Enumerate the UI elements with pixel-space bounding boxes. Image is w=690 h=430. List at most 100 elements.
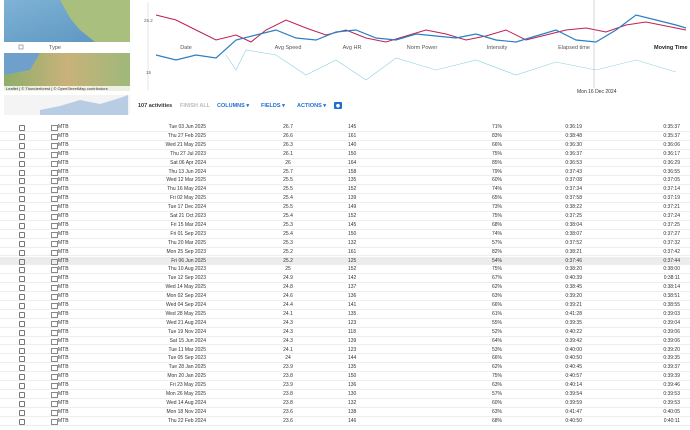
- cell-type: MTB: [58, 195, 69, 202]
- table-row[interactable]: MTB Thu 13 Jun 2024 25.7 158 79% 0:37:43 0:36:…: [0, 168, 690, 177]
- table-row[interactable]: MTB Tue 12 Sep 2023 24.9 142 67% 0:40:39 0:38:…: [0, 274, 690, 284]
- table-row[interactable]: MTB Thu 10 Aug 2023 25 152 75% 0:38:20 0:38:00: [0, 265, 690, 275]
- table-row[interactable]: MTB Wed 14 Aug 2024 23.8 132 60% 0:39:59 0:39:…: [0, 399, 690, 408]
- table-row[interactable]: MTB Thu 27 Feb 2025 26.6 161 83% 0:38:48 0:35:…: [0, 132, 690, 141]
- row-checkbox[interactable]: [19, 374, 25, 381]
- row-checkbox[interactable]: [19, 329, 25, 336]
- map-panel: [4, 0, 130, 115]
- column-header[interactable]: Type: [49, 45, 61, 51]
- table-row[interactable]: MTB Mon 25 Sep 2023 25.2 161 82% 0:38:21 0:37:…: [0, 248, 690, 257]
- cell-hr: 132: [348, 399, 357, 406]
- row-checkbox[interactable]: [19, 311, 25, 318]
- camera-button[interactable]: [334, 102, 342, 109]
- column-header[interactable]: Intensity: [486, 45, 508, 51]
- cell-moving: 0:36:17: [663, 150, 680, 157]
- table-row[interactable]: MTB Wed 14 May 2025 24.8 137 62% 0:38:45 0:38:…: [0, 283, 690, 293]
- cell-speed: 24.3: [283, 337, 293, 344]
- table-row[interactable]: MTB Thu 16 May 2024 25.5 152 74% 0:37:34 0:37:…: [0, 185, 690, 195]
- toolbar-columns[interactable]: COLUMNS ▾: [217, 103, 250, 109]
- cell-speed: 25.5: [283, 186, 293, 193]
- table-row[interactable]: MTB Tue 19 Nov 2024 24.3 118 52% 0:40:22 0:39:…: [0, 328, 690, 337]
- row-checkbox[interactable]: [19, 409, 25, 416]
- table-row[interactable]: MTB Thu 22 Feb 2024 23.6 146 68% 0:40:50 0:40:…: [0, 417, 690, 426]
- row-checkbox[interactable]: [19, 187, 25, 194]
- row-checkbox[interactable]: [19, 142, 25, 149]
- table-row[interactable]: MTB Sat 21 Oct 2023 25.4 152 75% 0:37:25 0:37:…: [0, 212, 690, 221]
- table-row[interactable]: MTB Tue 28 Jan 2025 23.9 135 62% 0:40:45 0:39:…: [0, 363, 690, 373]
- table-row[interactable]: MTB Mon 26 May 2025 23.8 130 57% 0:39:54 0:39:…: [0, 390, 690, 399]
- axis-label: 25.2: [144, 18, 153, 23]
- table-row[interactable]: MTB Sat 06 Apr 2024 26 164 85% 0:36:53 0:36:29: [0, 159, 690, 168]
- row-checkbox[interactable]: [19, 133, 25, 140]
- table-row[interactable]: MTB Fri 15 Mar 2024 25.3 145 68% 0:38:04 0:37:…: [0, 221, 690, 230]
- cell-hr: 135: [348, 364, 357, 371]
- table-row[interactable]: MTB Wed 12 Mar 2025 25.5 135 60% 0:37:08 0:37:…: [0, 176, 690, 186]
- table-row[interactable]: MTB Tue 03 Jun 2025 26.7 145 71% 0:36:19 0:35:…: [0, 123, 690, 132]
- row-checkbox[interactable]: [19, 125, 25, 131]
- table-row[interactable]: MTB Sat 15 Jun 2024 24.3 139 64% 0:39:42 0:39:…: [0, 337, 690, 346]
- row-checkbox[interactable]: [19, 258, 25, 265]
- row-checkbox[interactable]: [19, 347, 25, 354]
- column-header[interactable]: Norm Power: [406, 45, 438, 51]
- table-row[interactable]: MTB Fri 06 Jun 2025 25.2 125 54% 0:37:46 0:37:…: [0, 256, 690, 266]
- row-checkbox[interactable]: [19, 231, 25, 238]
- toolbar-actions[interactable]: ACTIONS ▾: [297, 103, 327, 109]
- table-row[interactable]: MTB Tue 11 Mar 2025 24.1 123 53% 0:40:00 0:39:…: [0, 346, 690, 355]
- cell-speed: 25.4: [283, 195, 293, 202]
- cell-intensity: 71%: [491, 124, 502, 130]
- table-row[interactable]: MTB Thu 27 Jul 2023 26.1 150 75% 0:36:37 0:36:…: [0, 150, 690, 159]
- table-row[interactable]: MTB Wed 28 May 2025 24.1 135 61% 0:41:28 0:39:…: [0, 310, 690, 319]
- cell-intensity: 67%: [491, 275, 502, 282]
- toolbar-finish[interactable]: FINISH ALL: [180, 103, 211, 109]
- table-row[interactable]: MTB Mon 18 Nov 2024 23.6 138 63% 0:41:47 0:40:…: [0, 408, 690, 417]
- column-header[interactable]: Avg HR: [342, 45, 362, 51]
- row-checkbox[interactable]: [19, 214, 25, 220]
- column-header[interactable]: Elapsed time: [558, 45, 590, 51]
- checkbox-all[interactable]: [18, 44, 24, 50]
- cell-hr: 164: [348, 159, 357, 166]
- column-header[interactable]: Moving Time ▲: [654, 45, 690, 51]
- table-row[interactable]: MTB Thu 20 Mar 2025 25.3 132 57% 0:37:52 0:37:…: [0, 239, 690, 248]
- row-checkbox[interactable]: [19, 383, 25, 390]
- row-checkbox[interactable]: [19, 151, 25, 158]
- row-checkbox[interactable]: [19, 222, 25, 229]
- cell-hr: 132: [348, 239, 357, 246]
- row-checkbox[interactable]: [19, 418, 25, 425]
- row-checkbox[interactable]: [19, 338, 25, 345]
- toolbar-fields[interactable]: FIELDS ▾: [261, 103, 285, 109]
- table-row[interactable]: MTB Fri 02 May 2025 25.4 139 65% 0:37:58 0:37:…: [0, 194, 690, 204]
- table-row[interactable]: MTB Wed 21 May 2025 26.3 140 66% 0:36:30 0:36:…: [0, 141, 690, 150]
- row-checkbox[interactable]: [19, 294, 25, 301]
- row-checkbox[interactable]: [19, 205, 25, 212]
- table-row[interactable]: MTB Mon 20 Jan 2025 23.8 150 75% 0:40:57 0:39:…: [0, 372, 690, 382]
- cell-hr: 150: [348, 373, 357, 380]
- row-checkbox[interactable]: [19, 160, 25, 167]
- table-row[interactable]: MTB Tue 05 Sep 2023 24 144 66% 0:40:50 0:39:35: [0, 354, 690, 364]
- table-row[interactable]: MTB Fri 01 Sep 2023 25.4 150 74% 0:38:07 0:37:…: [0, 230, 690, 239]
- row-checkbox[interactable]: [19, 365, 25, 372]
- table-row[interactable]: MTB Wed 21 Aug 2024 24.3 123 55% 0:39:35 0:39:…: [0, 319, 690, 328]
- table-row[interactable]: MTB Wed 04 Sep 2024 24.4 141 66% 0:39:21 0:38:…: [0, 301, 690, 310]
- row-checkbox[interactable]: [19, 267, 25, 274]
- row-checkbox[interactable]: [19, 196, 25, 203]
- table-row[interactable]: MTB Fri 23 May 2025 23.9 136 63% 0:40:14 0:39:…: [0, 381, 690, 390]
- table-row[interactable]: MTB Mon 02 Sep 2024 24.6 136 63% 0:39:20 0:38:…: [0, 292, 690, 301]
- row-checkbox[interactable]: [19, 240, 25, 247]
- row-checkbox[interactable]: [19, 249, 25, 256]
- row-checkbox[interactable]: [19, 303, 25, 309]
- row-checkbox[interactable]: [19, 285, 25, 292]
- row-checkbox[interactable]: [19, 392, 25, 398]
- row-checkbox[interactable]: [19, 320, 25, 327]
- cell-date: Thu 16 May 2024: [167, 186, 206, 193]
- row-checkbox[interactable]: [19, 400, 25, 407]
- row-checkbox[interactable]: [19, 276, 25, 283]
- cell-moving: 0:39:53: [663, 391, 680, 397]
- row-checkbox[interactable]: [19, 169, 25, 176]
- column-header[interactable]: Date: [180, 45, 192, 51]
- table-row[interactable]: MTB Tue 17 Dec 2024 25.5 149 73% 0:38:22 0:37:…: [0, 203, 690, 212]
- cell-hr: 135: [348, 177, 357, 184]
- row-checkbox[interactable]: [19, 356, 25, 363]
- cell-speed: 24.1: [283, 310, 293, 317]
- row-checkbox[interactable]: [19, 178, 25, 185]
- column-header[interactable]: Avg Speed: [274, 45, 302, 51]
